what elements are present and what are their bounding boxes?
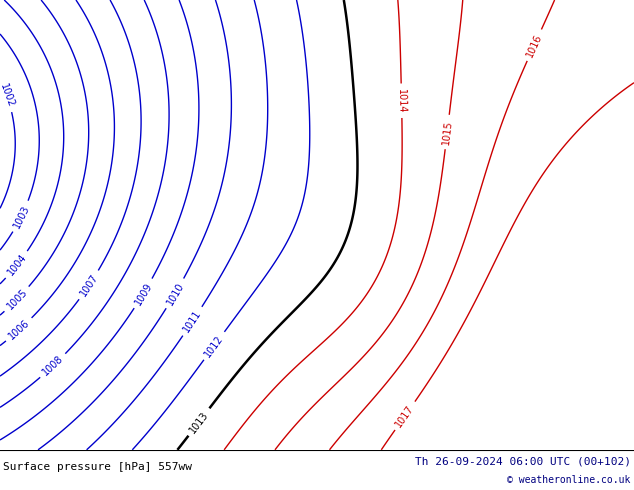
Text: Th 26-09-2024 06:00 UTC (00+102): Th 26-09-2024 06:00 UTC (00+102)	[415, 457, 631, 467]
Text: 1008: 1008	[41, 354, 65, 378]
Text: 1009: 1009	[133, 280, 154, 307]
Text: Surface pressure [hPa] 557ww: Surface pressure [hPa] 557ww	[3, 462, 192, 472]
Text: 1016: 1016	[525, 32, 544, 58]
Text: 1014: 1014	[396, 88, 407, 113]
Text: 1003: 1003	[11, 203, 31, 230]
Text: 1015: 1015	[441, 119, 454, 145]
Text: © weatheronline.co.uk: © weatheronline.co.uk	[507, 475, 631, 485]
Text: 1010: 1010	[165, 280, 186, 307]
Text: 1011: 1011	[181, 308, 204, 334]
Text: 1017: 1017	[394, 403, 416, 429]
Text: 1004: 1004	[6, 252, 29, 278]
Text: 1002: 1002	[0, 82, 16, 109]
Text: 1012: 1012	[203, 333, 226, 359]
Text: 1005: 1005	[5, 287, 29, 312]
Text: 1007: 1007	[78, 272, 100, 298]
Text: 1013: 1013	[188, 409, 210, 435]
Text: 1006: 1006	[6, 318, 32, 342]
